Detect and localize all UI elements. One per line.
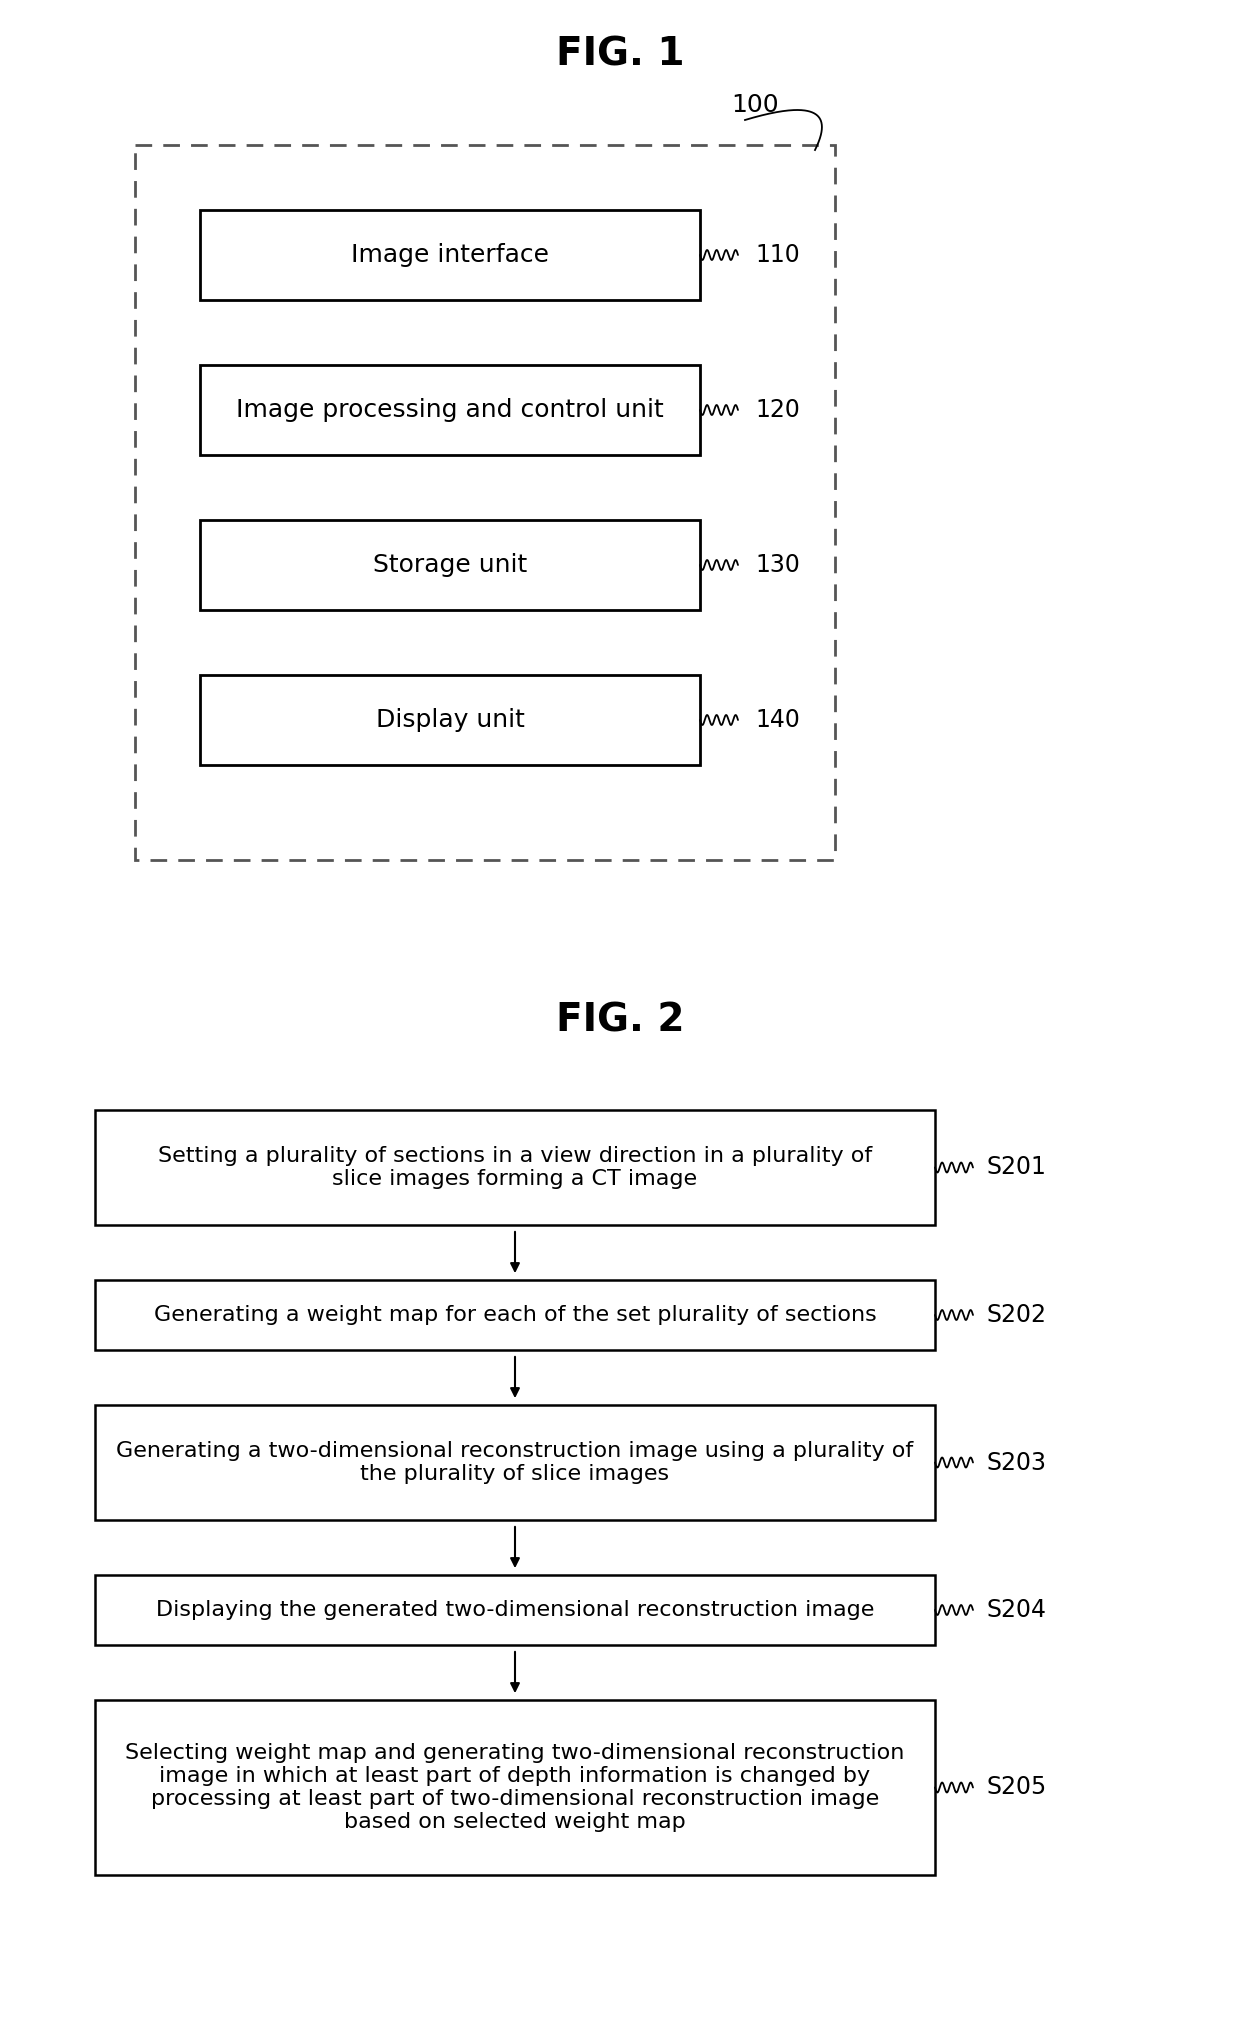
Text: S201: S201 <box>987 1155 1047 1180</box>
Text: Displaying the generated two-dimensional reconstruction image: Displaying the generated two-dimensional… <box>156 1600 874 1621</box>
Text: S204: S204 <box>987 1598 1047 1623</box>
Text: S205: S205 <box>987 1776 1048 1800</box>
Text: S203: S203 <box>987 1451 1047 1474</box>
Bar <box>200 676 701 765</box>
Bar <box>95 1404 935 1521</box>
Bar <box>200 365 701 455</box>
Text: 110: 110 <box>755 243 800 267</box>
Bar <box>135 145 835 859</box>
Bar <box>200 520 701 610</box>
Text: 120: 120 <box>755 398 800 422</box>
Text: Selecting weight map and generating two-dimensional reconstruction
image in whic: Selecting weight map and generating two-… <box>125 1743 905 1833</box>
Text: Generating a weight map for each of the set plurality of sections: Generating a weight map for each of the … <box>154 1304 877 1325</box>
Text: Storage unit: Storage unit <box>373 553 527 578</box>
Text: S202: S202 <box>987 1302 1047 1327</box>
Bar <box>95 1576 935 1645</box>
Text: 100: 100 <box>732 94 779 116</box>
Text: FIG. 2: FIG. 2 <box>556 1000 684 1039</box>
Bar <box>95 1700 935 1876</box>
Bar <box>200 210 701 300</box>
Bar <box>95 1110 935 1225</box>
Text: Image interface: Image interface <box>351 243 549 267</box>
Text: Image processing and control unit: Image processing and control unit <box>236 398 663 422</box>
Text: Generating a two-dimensional reconstruction image using a plurality of
the plura: Generating a two-dimensional reconstruct… <box>117 1441 914 1484</box>
Text: Display unit: Display unit <box>376 708 525 733</box>
Text: 130: 130 <box>755 553 800 578</box>
Text: FIG. 1: FIG. 1 <box>556 37 684 73</box>
Text: 140: 140 <box>755 708 800 733</box>
Bar <box>95 1280 935 1349</box>
Text: Setting a plurality of sections in a view direction in a plurality of
slice imag: Setting a plurality of sections in a vie… <box>157 1145 872 1190</box>
